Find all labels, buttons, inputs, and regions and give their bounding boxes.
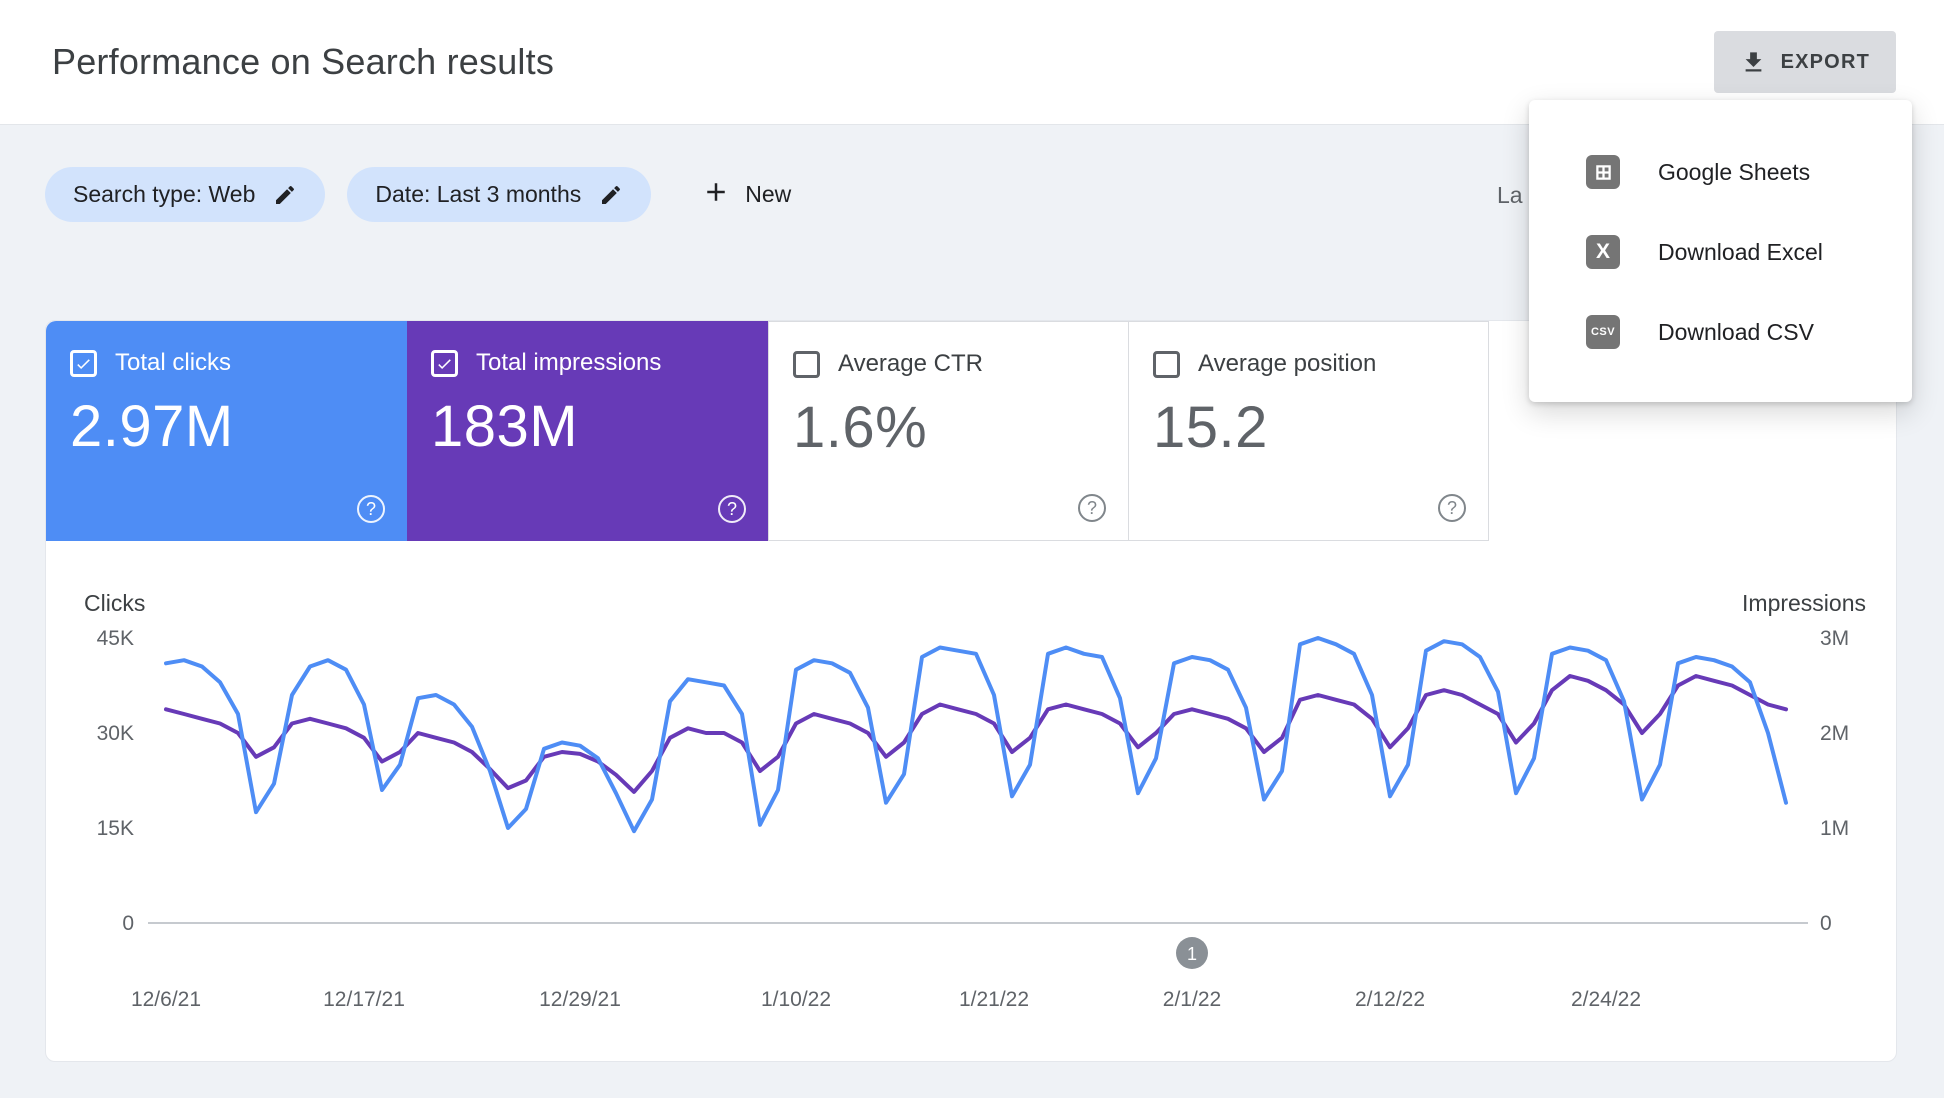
help-icon[interactable]: ? xyxy=(1438,494,1466,522)
svg-text:12/6/21: 12/6/21 xyxy=(131,988,201,1011)
checkbox-checked-icon[interactable] xyxy=(431,349,458,377)
svg-text:3M: 3M xyxy=(1820,627,1849,650)
new-filter-label: New xyxy=(745,181,792,207)
page-header: Performance on Search results EXPORT xyxy=(0,0,1944,125)
clicks-line xyxy=(164,636,1788,834)
performance-chart[interactable]: Clicks Impressions 45K 30K 15K 0 3M 2M 1M 0 12/6/2… xyxy=(46,541,1896,1061)
metric-label: Average position xyxy=(1198,350,1377,377)
svg-text:12/29/21: 12/29/21 xyxy=(539,988,621,1011)
metric-total-clicks[interactable]: Total clicks 2.97M ? xyxy=(46,321,407,541)
left-axis-title: Clicks xyxy=(84,590,145,616)
download-icon xyxy=(1740,49,1767,76)
metric-total-impressions[interactable]: Total impressions 183M ? xyxy=(407,321,768,541)
checkbox-checked-icon[interactable] xyxy=(70,349,97,377)
checkbox-unchecked-icon[interactable] xyxy=(793,350,820,378)
filter-bar: Search type: Web Date: Last 3 months New xyxy=(45,167,791,222)
edit-icon xyxy=(599,183,623,207)
metric-value: 15.2 xyxy=(1153,395,1268,460)
metric-label: Average CTR xyxy=(838,350,983,377)
date-filter-chip-label: Date: Last 3 months xyxy=(375,181,582,207)
metric-value: 183M xyxy=(431,394,579,459)
svg-text:2/12/22: 2/12/22 xyxy=(1355,988,1425,1011)
metric-label: Total impressions xyxy=(476,349,662,376)
menu-item-label: Download Excel xyxy=(1658,238,1823,265)
performance-card: Total clicks 2.97M ? Total impressions 1… xyxy=(45,320,1897,1062)
metric-average-position[interactable]: Average position 15.2 ? xyxy=(1128,321,1489,541)
csv-icon: CSV xyxy=(1586,315,1620,349)
date-filter-chip[interactable]: Date: Last 3 months xyxy=(347,167,652,222)
svg-text:1M: 1M xyxy=(1820,817,1849,840)
search-type-chip[interactable]: Search type: Web xyxy=(45,167,326,222)
metric-average-ctr[interactable]: Average CTR 1.6% ? xyxy=(768,321,1129,541)
export-button-label: EXPORT xyxy=(1780,50,1870,73)
svg-text:12/17/21: 12/17/21 xyxy=(323,988,405,1011)
svg-text:1/10/22: 1/10/22 xyxy=(761,988,831,1011)
annotation-marker xyxy=(1176,937,1208,969)
svg-text:30K: 30K xyxy=(97,722,134,745)
new-filter-button[interactable]: New xyxy=(701,177,791,213)
svg-text:1/21/22: 1/21/22 xyxy=(959,988,1029,1011)
metric-label: Total clicks xyxy=(115,349,232,376)
help-icon[interactable]: ? xyxy=(1078,494,1106,522)
svg-text:0: 0 xyxy=(122,912,134,935)
menu-item-label: Download CSV xyxy=(1658,318,1814,345)
plus-icon xyxy=(701,177,731,213)
search-type-chip-label: Search type: Web xyxy=(73,181,256,207)
last-updated-text: La xyxy=(1497,182,1523,208)
metric-tiles: Total clicks 2.97M ? Total impressions 1… xyxy=(46,321,1896,541)
page-title: Performance on Search results xyxy=(52,41,555,82)
export-button[interactable]: EXPORT xyxy=(1713,31,1896,93)
svg-text:2/1/22: 2/1/22 xyxy=(1163,988,1221,1011)
svg-text:2/24/22: 2/24/22 xyxy=(1571,988,1641,1011)
menu-item-download-csv[interactable]: CSV Download CSV xyxy=(1529,292,1912,372)
export-menu: Google Sheets X Download Excel CSV Downl… xyxy=(1529,100,1912,402)
menu-item-download-excel[interactable]: X Download Excel xyxy=(1529,212,1912,292)
checkbox-unchecked-icon[interactable] xyxy=(1153,350,1180,378)
google-sheets-icon xyxy=(1586,155,1620,189)
menu-item-label: Google Sheets xyxy=(1658,158,1811,185)
right-axis-title: Impressions xyxy=(1742,590,1866,616)
metric-value: 2.97M xyxy=(70,394,234,459)
svg-text:2M: 2M xyxy=(1820,722,1849,745)
svg-text:0: 0 xyxy=(1820,912,1832,935)
excel-icon: X xyxy=(1586,235,1620,269)
svg-text:45K: 45K xyxy=(97,627,134,650)
help-icon[interactable]: ? xyxy=(357,495,385,523)
help-icon[interactable]: ? xyxy=(718,495,746,523)
svg-text:1: 1 xyxy=(1187,944,1197,964)
edit-icon xyxy=(273,183,297,207)
impressions-line xyxy=(164,674,1788,794)
metric-value: 1.6% xyxy=(793,395,928,460)
menu-item-google-sheets[interactable]: Google Sheets xyxy=(1529,132,1912,212)
svg-text:15K: 15K xyxy=(97,817,134,840)
